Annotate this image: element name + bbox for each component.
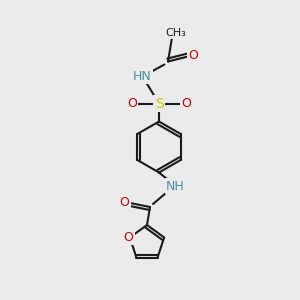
Text: O: O bbox=[181, 97, 191, 110]
Text: NH: NH bbox=[166, 179, 185, 193]
Text: CH₃: CH₃ bbox=[165, 28, 186, 38]
Text: O: O bbox=[189, 49, 198, 62]
Text: HN: HN bbox=[133, 70, 152, 83]
Text: O: O bbox=[127, 97, 137, 110]
Text: O: O bbox=[123, 231, 133, 244]
Text: S: S bbox=[154, 97, 164, 110]
Text: O: O bbox=[120, 196, 129, 209]
